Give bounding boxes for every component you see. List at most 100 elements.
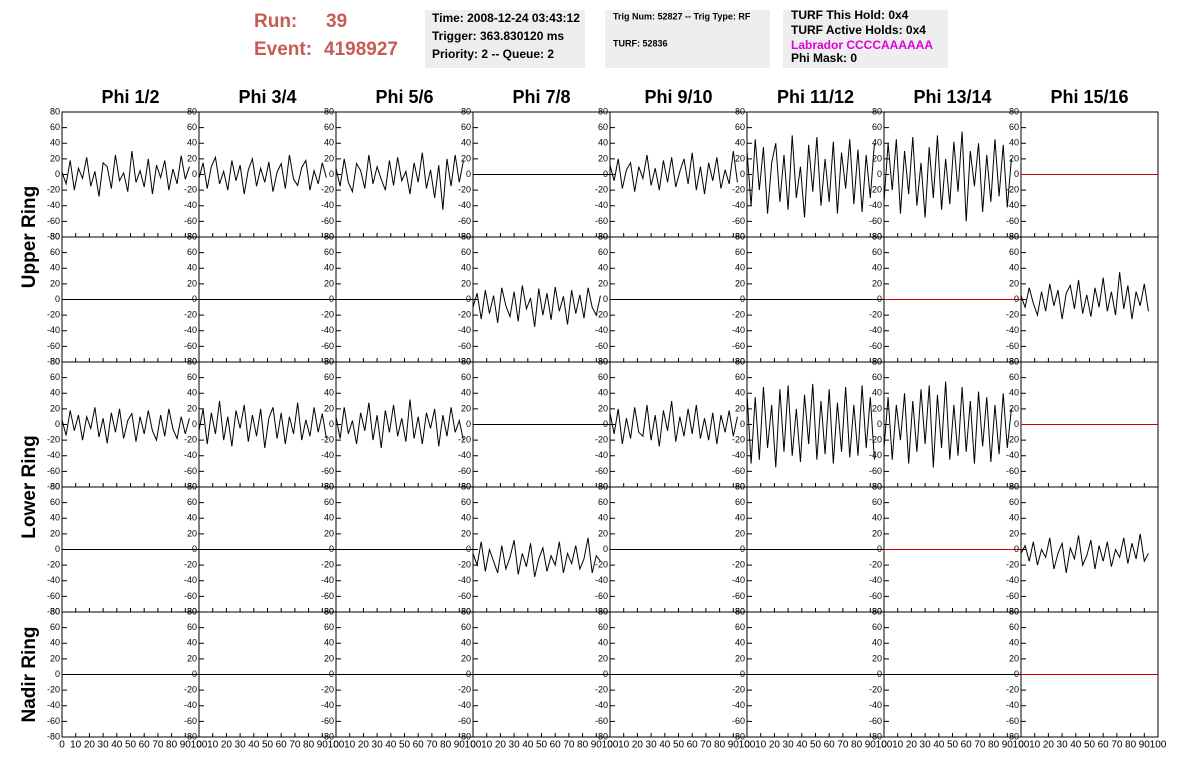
y-tick-label: -80 xyxy=(184,731,197,741)
y-tick-label: -80 xyxy=(869,731,882,741)
y-tick-label: 40 xyxy=(187,138,197,148)
y-tick-label: -80 xyxy=(458,731,471,741)
y-tick-label: 80 xyxy=(461,356,471,366)
y-tick-label: 20 xyxy=(324,403,334,413)
y-tick-label: 0 xyxy=(466,294,471,304)
y-tick-label: 0 xyxy=(329,544,334,554)
y-tick-label: -80 xyxy=(732,731,745,741)
y-tick-label: 20 xyxy=(324,153,334,163)
y-tick-label: -80 xyxy=(458,356,471,366)
y-tick-label: 80 xyxy=(872,106,882,116)
y-tick-label: 40 xyxy=(324,513,334,523)
waveform xyxy=(61,407,190,444)
x-tick-label: 50 xyxy=(399,740,411,751)
y-tick-label: -20 xyxy=(732,310,745,320)
y-tick-label: -20 xyxy=(47,560,60,570)
y-tick-label: 60 xyxy=(187,622,197,632)
y-tick-label: 80 xyxy=(187,231,197,241)
y-tick-label: 60 xyxy=(461,497,471,507)
x-tick-label: 0 xyxy=(196,740,202,751)
x-tick-label: 40 xyxy=(796,740,808,751)
y-tick-label: 0 xyxy=(1014,294,1019,304)
y-tick-label: 80 xyxy=(598,356,608,366)
y-tick-label: 20 xyxy=(461,653,471,663)
y-tick-label: 60 xyxy=(324,372,334,382)
y-tick-label: 0 xyxy=(877,294,882,304)
y-tick-label: 80 xyxy=(50,231,60,241)
y-tick-label: 0 xyxy=(466,419,471,429)
x-tick-label: 100 xyxy=(739,740,756,751)
x-tick-label: 80 xyxy=(577,740,589,751)
y-tick-label: 0 xyxy=(740,669,745,679)
x-tick-label: 90 xyxy=(1139,740,1151,751)
y-tick-label: -40 xyxy=(732,700,745,710)
y-tick-label: -20 xyxy=(184,310,197,320)
y-tick-label: 20 xyxy=(461,153,471,163)
y-tick-label: 60 xyxy=(187,497,197,507)
y-tick-label: -60 xyxy=(47,216,60,226)
y-tick-label: 20 xyxy=(187,153,197,163)
column-title: Phi 1/2 xyxy=(101,87,159,107)
y-tick-label: 40 xyxy=(461,388,471,398)
y-tick-label: 20 xyxy=(735,528,745,538)
y-tick-label: -80 xyxy=(595,731,608,741)
y-tick-label: -20 xyxy=(1006,310,1019,320)
y-tick-label: 80 xyxy=(461,606,471,616)
y-tick-label: 20 xyxy=(50,653,60,663)
y-tick-label: -80 xyxy=(1006,731,1019,741)
y-tick-label: -80 xyxy=(732,481,745,491)
y-tick-label: -60 xyxy=(869,716,882,726)
y-tick-label: 60 xyxy=(187,372,197,382)
y-tick-label: -40 xyxy=(1006,700,1019,710)
y-tick-label: 0 xyxy=(1014,419,1019,429)
y-tick-label: 80 xyxy=(598,606,608,616)
y-tick-label: 20 xyxy=(1009,278,1019,288)
y-tick-label: -20 xyxy=(321,685,334,695)
y-tick-label: 0 xyxy=(192,169,197,179)
y-tick-label: -60 xyxy=(321,341,334,351)
y-tick-label: 0 xyxy=(192,544,197,554)
y-tick-label: 40 xyxy=(461,138,471,148)
y-tick-label: 60 xyxy=(324,497,334,507)
y-tick-label: -80 xyxy=(1006,231,1019,241)
x-tick-label: 70 xyxy=(152,740,164,751)
x-tick-label: 80 xyxy=(440,740,452,751)
y-tick-label: 80 xyxy=(598,481,608,491)
y-tick-label: 60 xyxy=(598,247,608,257)
y-tick-label: 0 xyxy=(55,544,60,554)
y-tick-label: 0 xyxy=(877,544,882,554)
y-tick-label: 20 xyxy=(872,403,882,413)
y-tick-label: 80 xyxy=(735,606,745,616)
y-tick-label: -40 xyxy=(595,200,608,210)
y-tick-label: 0 xyxy=(329,419,334,429)
y-tick-label: -20 xyxy=(321,435,334,445)
y-tick-label: -20 xyxy=(321,185,334,195)
y-tick-label: 60 xyxy=(735,247,745,257)
x-tick-label: 80 xyxy=(1125,740,1137,751)
waveform xyxy=(746,383,875,468)
y-tick-label: 0 xyxy=(740,544,745,554)
x-tick-label: 30 xyxy=(235,740,247,751)
x-tick-label: 20 xyxy=(221,740,233,751)
y-tick-label: -80 xyxy=(1006,481,1019,491)
y-tick-label: 20 xyxy=(598,653,608,663)
y-tick-label: 20 xyxy=(1009,153,1019,163)
y-tick-label: 40 xyxy=(50,263,60,273)
y-tick-label: 80 xyxy=(872,606,882,616)
y-tick-label: 20 xyxy=(1009,653,1019,663)
x-tick-label: 70 xyxy=(563,740,575,751)
x-tick-label: 30 xyxy=(98,740,110,751)
row-label: Upper Ring xyxy=(19,186,40,288)
y-tick-label: -20 xyxy=(458,185,471,195)
waveform xyxy=(1020,533,1149,574)
y-tick-label: -80 xyxy=(458,481,471,491)
x-tick-label: 60 xyxy=(687,740,699,751)
y-tick-label: 40 xyxy=(735,513,745,523)
x-tick-label: 40 xyxy=(1070,740,1082,751)
x-tick-label: 90 xyxy=(865,740,877,751)
y-tick-label: 20 xyxy=(598,528,608,538)
y-tick-label: 0 xyxy=(55,669,60,679)
y-tick-label: 80 xyxy=(461,481,471,491)
y-tick-label: -80 xyxy=(47,481,60,491)
y-tick-label: -20 xyxy=(595,560,608,570)
